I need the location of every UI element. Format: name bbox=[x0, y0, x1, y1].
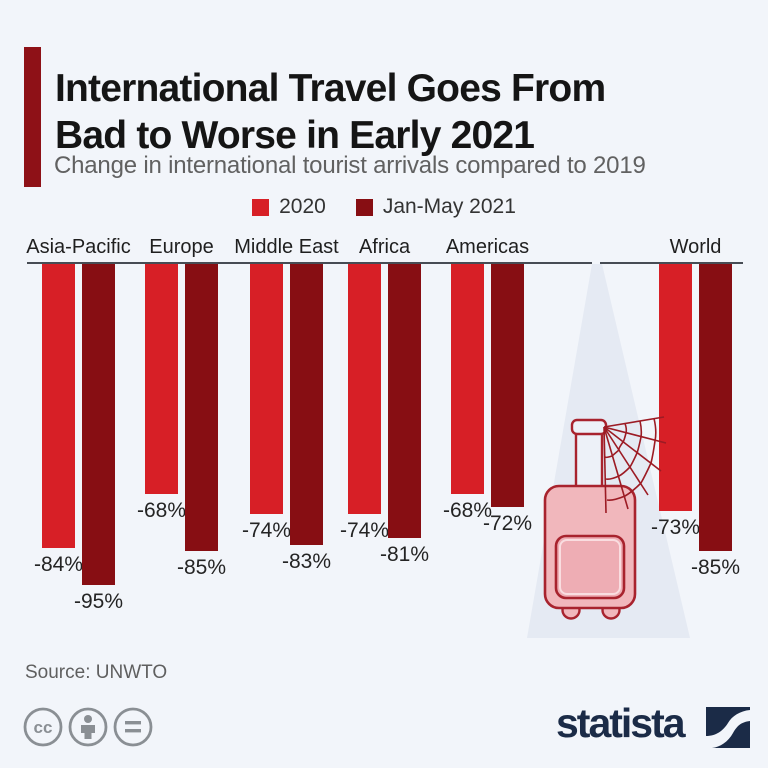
title-accent-bar bbox=[24, 47, 41, 187]
value-label: -74% bbox=[339, 519, 390, 543]
category-label: Europe bbox=[149, 236, 214, 258]
bar-2020 bbox=[348, 264, 381, 515]
bar-2020 bbox=[250, 264, 283, 515]
value-label: -83% bbox=[281, 549, 332, 573]
category-label: World bbox=[669, 236, 722, 258]
value-label: -84% bbox=[33, 552, 84, 576]
category-label: Africa bbox=[358, 236, 411, 258]
legend-label-2020: 2020 bbox=[279, 195, 326, 218]
attribution-person-icon bbox=[68, 707, 108, 747]
bar-jan-may-2021 bbox=[185, 264, 218, 552]
chart-subtitle: Change in international tourist arrivals… bbox=[54, 152, 646, 179]
bar-2020 bbox=[42, 264, 75, 548]
value-label: -74% bbox=[241, 519, 292, 543]
legend-swatch-jan-may-2021 bbox=[355, 198, 373, 216]
value-label: -95% bbox=[73, 590, 124, 614]
value-label: -85% bbox=[690, 556, 741, 580]
equals-glyph bbox=[125, 721, 141, 733]
legend-item-2020: 2020 bbox=[252, 195, 326, 219]
bar-jan-may-2021 bbox=[290, 264, 323, 545]
person-glyph bbox=[81, 715, 95, 739]
value-label: -73% bbox=[650, 515, 701, 539]
spiderweb-icon bbox=[603, 416, 667, 514]
category-label: Middle East bbox=[234, 236, 339, 258]
value-label: -81% bbox=[379, 542, 430, 566]
suitcase-illustration bbox=[543, 416, 667, 620]
legend-swatch-2020 bbox=[252, 198, 270, 216]
equals-icon bbox=[113, 707, 153, 747]
bar-2020 bbox=[451, 264, 484, 494]
source-note: Source: UNWTO bbox=[25, 662, 168, 683]
bar-2020 bbox=[145, 264, 178, 494]
axis-baseline bbox=[27, 262, 592, 264]
bar-jan-may-2021 bbox=[491, 264, 524, 508]
value-label: -72% bbox=[482, 512, 533, 536]
category-label: Asia-Pacific bbox=[26, 236, 131, 258]
cc-icon bbox=[23, 707, 63, 747]
suitcase-pocket-highlight bbox=[559, 539, 621, 595]
statista-wordmark: statista bbox=[556, 700, 686, 746]
bar-jan-may-2021 bbox=[388, 264, 421, 538]
value-label: -85% bbox=[176, 556, 227, 580]
bar-2020 bbox=[659, 264, 692, 511]
category-label: Americas bbox=[445, 236, 530, 258]
page-title: International Travel Goes From Bad to Wo… bbox=[55, 66, 606, 160]
license-icons: cc bbox=[23, 707, 153, 747]
title-line-2: Bad to Worse in Early 2021 bbox=[55, 113, 535, 157]
value-label: -68% bbox=[442, 498, 493, 522]
value-label: -68% bbox=[136, 498, 187, 522]
cc-glyph: cc bbox=[34, 718, 53, 737]
bar-jan-may-2021 bbox=[699, 264, 732, 552]
legend-label-jan-may-2021: Jan-May 2021 bbox=[382, 195, 516, 218]
suitcase-handle-cap bbox=[570, 418, 608, 436]
statista-logo-icon bbox=[706, 707, 750, 748]
legend-item-jan-may-2021: Jan-May 2021 bbox=[355, 195, 516, 219]
title-line-1: International Travel Goes From bbox=[55, 67, 606, 111]
bar-jan-may-2021 bbox=[82, 264, 115, 586]
legend: 2020 Jan-May 2021 bbox=[0, 195, 768, 219]
suitcase-pocket bbox=[554, 534, 626, 600]
axis-baseline bbox=[600, 262, 743, 264]
